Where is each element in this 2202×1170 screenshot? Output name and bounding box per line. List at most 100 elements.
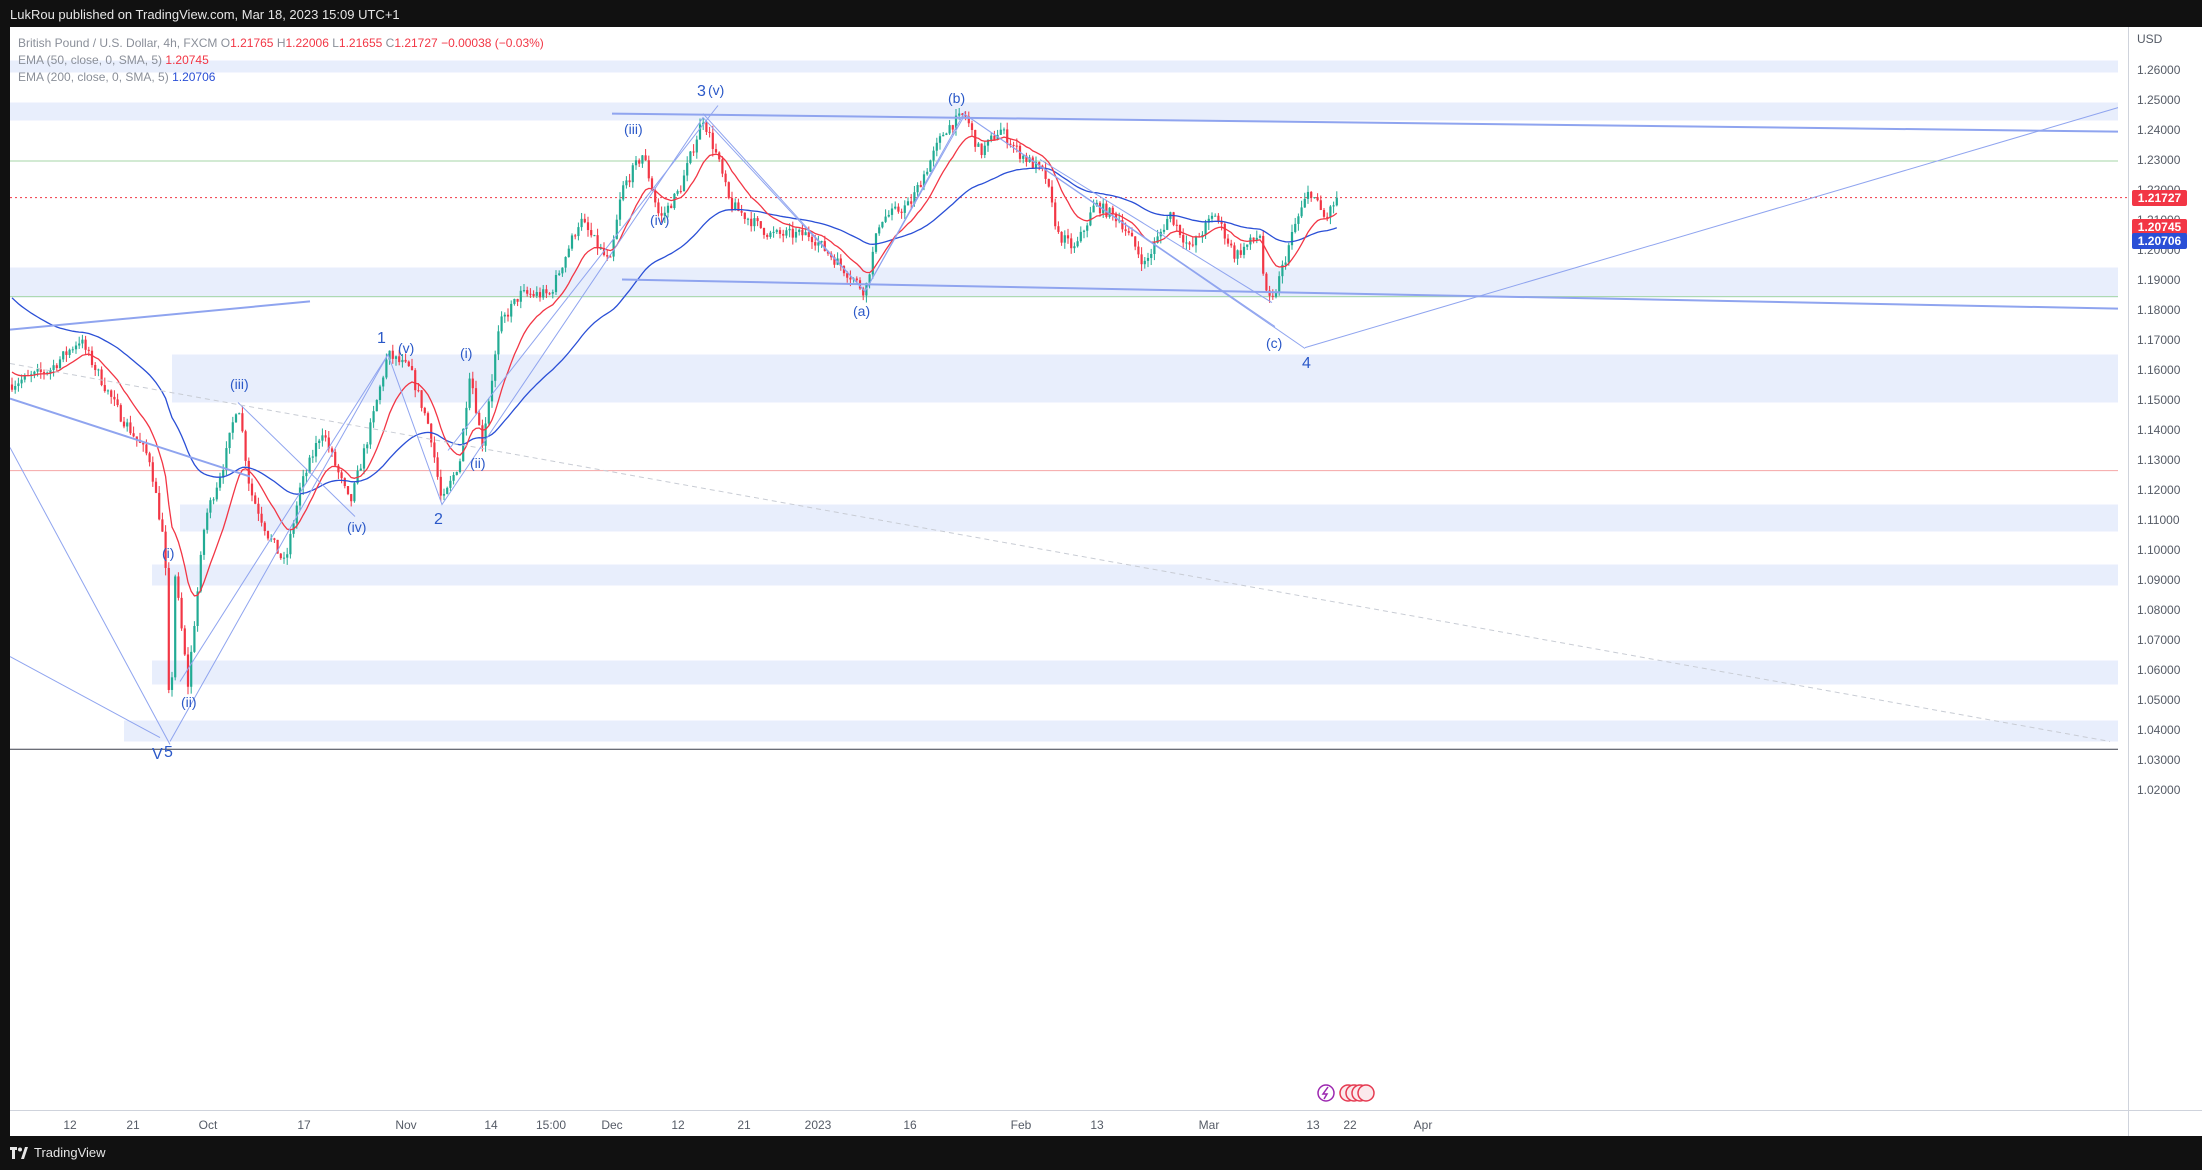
candle-body [1188,242,1191,245]
legend-symbol: British Pound / U.S. Dollar, 4h, FXCM [18,36,218,50]
candle-body [1290,231,1294,246]
candle-body [910,201,913,204]
wave-label: (iv) [347,519,366,535]
wave-label: (iv) [650,212,669,228]
candle-body [967,116,970,124]
candle-body [484,423,487,446]
candle-body [1194,236,1198,246]
candle-body [506,314,510,317]
legend-ema200-row[interactable]: EMA (200, close, 0, SMA, 5) 1.20706 [18,69,544,86]
candle-body [935,142,938,151]
candle-body [458,461,462,473]
candle-body [148,453,151,463]
candle-body [81,339,84,344]
candle-body [465,407,468,430]
candle-body [807,232,810,237]
candle-body [1034,161,1038,169]
candle-body [183,628,186,655]
candle-body [519,290,522,302]
candle-body [289,533,292,555]
time-axis-label: Nov [395,1118,417,1132]
candle-body [711,132,714,150]
candle-body [900,211,903,213]
dashed-trend-line [10,363,2111,742]
candle-body [1185,242,1188,244]
candle-body [721,159,724,174]
sr-zone [152,660,2118,685]
candle-body [177,576,180,598]
time-axis-label: 12 [63,1118,77,1132]
legend-open-label: O [220,36,231,50]
candle-body [375,399,378,412]
candle-body [378,386,382,400]
candle-body [590,230,593,236]
candle-body [628,180,631,183]
candle-body [702,122,705,125]
candle-body [87,349,90,351]
price-axis-label: 1.10000 [2137,542,2181,557]
candle-body [1044,167,1047,179]
candle-body [810,236,814,243]
candle-body [660,213,663,216]
price-axis-label: 1.07000 [2137,632,2181,647]
candle-body [23,375,26,380]
top-bar: LukRou published on TradingView.com, Mar… [0,0,2202,27]
candle-body [948,125,951,134]
candle-body [1246,244,1249,247]
candle-body [446,487,449,494]
candle-body [1310,191,1313,198]
candle-body [132,433,135,437]
candle-body [1226,238,1230,244]
candle-body [986,139,990,146]
candle-body [961,113,964,116]
candle-body [1057,226,1060,232]
candle-body [324,435,327,438]
candle-body [366,444,369,449]
sr-zone [10,60,2118,73]
time-axis[interactable]: 12 21 Oct 17 Nov 14 15:00 Dec 12 21 2023 16 Feb 13 Mar… [10,1110,2128,1137]
candle-body [622,185,625,200]
candle-body [599,248,602,250]
lightning-icon [1317,1084,1335,1102]
candle-body [670,205,673,209]
candle-body [487,401,490,424]
candle-body [343,478,346,487]
candle-body [577,227,580,237]
candle-body [478,412,481,426]
candle-body [983,145,986,155]
trend-line [237,402,356,517]
candle-body [1233,245,1236,259]
candle-body [593,235,596,237]
candle-body [497,331,500,355]
candle-body [1012,144,1015,146]
time-axis-label: 14 [484,1118,498,1132]
candle-body [1265,273,1268,291]
candle-body [788,228,791,231]
candle-body [993,135,996,140]
candle-body [884,216,887,222]
wave-label: 4 [1302,355,1311,372]
candle-body [401,359,404,363]
price-axis[interactable]: USD 1.260001.250001.240001.230001.220001… [2128,27,2202,1110]
candle-body [433,442,436,458]
candle-body [1294,223,1297,232]
tradingview-logo[interactable]: TradingView [10,1145,106,1160]
candle-body [737,202,740,212]
candle-body [206,512,209,530]
chart-frame[interactable]: V 5 (i) (ii) (iii) (iv) 1 (v) 2 (i) (ii) (iii) (iv) 3… [10,27,2202,1137]
candle-body [1143,260,1146,265]
candle-body [106,390,110,392]
candle-body [974,129,977,147]
candle-body [609,256,612,258]
candle-body [513,298,516,304]
candle-body [385,359,388,378]
candle-body [1089,212,1092,226]
candle-body [999,129,1002,135]
candle-body [39,369,42,373]
candle-body [126,422,129,427]
candle-body [625,180,628,186]
price-chart[interactable]: V 5 (i) (ii) (iii) (iv) 1 (v) 2 (i) (ii) (iii) (iv) 3… [10,27,2128,1110]
axis-corner [2128,1110,2202,1137]
legend-ema50-row[interactable]: EMA (50, close, 0, SMA, 5) 1.20745 [18,52,544,69]
time-axis-label: Mar [1198,1118,1220,1132]
